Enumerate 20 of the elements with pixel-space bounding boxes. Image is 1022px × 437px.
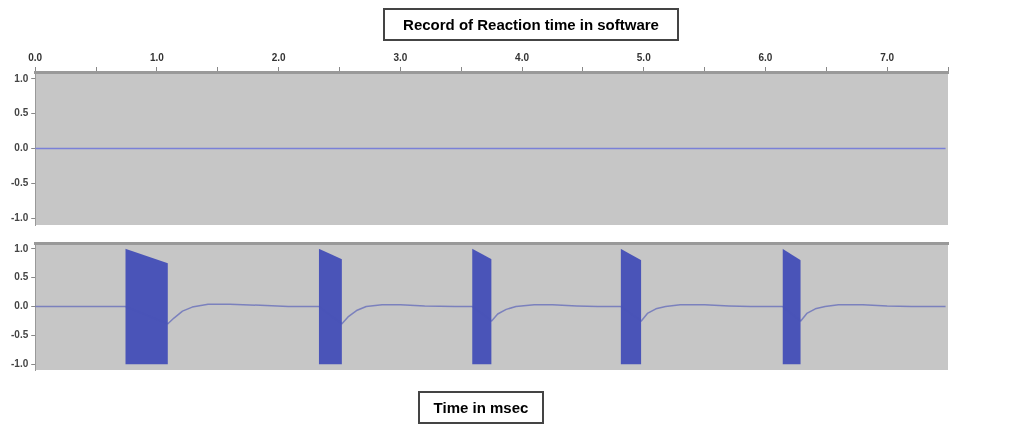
y-tick-label: 1.0 — [14, 72, 29, 84]
x-tick-label: 7.0 — [880, 51, 895, 63]
y-tick-label: 0.5 — [14, 271, 29, 283]
x-tick-label: 3.0 — [393, 51, 408, 63]
y-tick-label: 1.0 — [14, 242, 29, 254]
x-tick-label: 1.0 — [149, 51, 165, 63]
y-tick-label: -1.0 — [11, 357, 29, 369]
y-tick-label: 0.0 — [14, 142, 29, 154]
y-tick-label: -1.0 — [11, 211, 29, 223]
y-tick-label: -0.5 — [11, 177, 29, 189]
x-tick-label: 0.0 — [28, 51, 43, 63]
y-tick-label: -0.5 — [11, 329, 29, 341]
x-tick-label: 2.0 — [271, 51, 287, 63]
x-tick-label: 4.0 — [515, 51, 530, 63]
x-axis-title: Time in msec — [417, 391, 545, 424]
chart-title: Record of Reaction time in software — [383, 8, 679, 41]
y-tick-label: 0.5 — [14, 107, 29, 119]
x-tick-label: 6.0 — [758, 51, 773, 63]
y-tick-label: 0.0 — [14, 300, 29, 312]
x-tick-label: 5.0 — [636, 51, 652, 63]
